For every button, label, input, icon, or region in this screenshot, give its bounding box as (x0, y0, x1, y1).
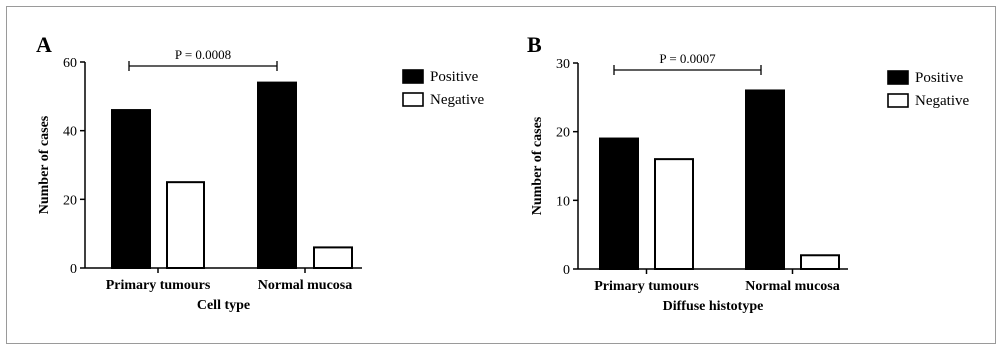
panel-a-bar-negative-1 (313, 246, 353, 269)
panel-b-bar-negative-0 (654, 158, 694, 270)
panel-a-letter: A (36, 32, 52, 57)
panel-b-legend-swatch-positive (887, 70, 909, 85)
panel-a-x-axis-label: Cell type (197, 298, 250, 313)
panel-b-legend-swatch-negative (887, 93, 909, 108)
panel-a-y-tick-label: 60 (63, 56, 77, 71)
panel-b-legend-label-negative: Negative (915, 93, 969, 109)
panel-b-bar-positive-1 (745, 89, 785, 271)
panel-b-bar-positive-0 (599, 137, 639, 270)
panel-a-p-value: P = 0.0008 (175, 47, 231, 62)
panel-a-bar-positive-1 (257, 81, 297, 269)
panel-a-legend-swatch-negative (402, 92, 424, 107)
panel-a-y-tick-label: 20 (63, 193, 77, 208)
panel-a-bar-negative-0 (166, 181, 205, 270)
panel-a-y-axis-label: Number of cases (37, 115, 52, 214)
panel-a-legend-label-negative: Negative (430, 92, 484, 108)
panel-a-y-tick-label: 40 (63, 125, 77, 140)
panel-b-bar-negative-1 (800, 254, 840, 270)
panel-b-p-value: P = 0.0007 (659, 51, 716, 66)
panel-b-y-axis-label: Number of cases (530, 116, 545, 215)
panel-b-y-tick-label: 0 (563, 263, 570, 278)
panel-b-y-tick-label: 20 (556, 126, 570, 141)
figure-frame (6, 6, 996, 344)
panel-a-y-tick-label: 0 (70, 262, 77, 277)
panel-a-x-tick-label: Primary tumours (106, 278, 211, 293)
panel-a-bar-positive-0 (111, 109, 151, 269)
panel-b-y-tick-label: 30 (556, 57, 570, 72)
panel-a-legend-swatch-positive (402, 69, 424, 84)
panel-a-x-tick-label: Normal mucosa (258, 278, 353, 293)
panel-b-legend-label-positive: Positive (915, 70, 964, 86)
panel-b-y-tick-label: 10 (556, 194, 570, 209)
panel-b-x-axis-label: Diffuse histotype (663, 299, 764, 314)
panel-b-x-tick-label: Primary tumours (594, 279, 699, 294)
panel-b-x-tick-label: Normal mucosa (745, 279, 840, 294)
panel-a-legend-label-positive: Positive (430, 69, 479, 85)
panel-b-letter: B (527, 32, 542, 57)
